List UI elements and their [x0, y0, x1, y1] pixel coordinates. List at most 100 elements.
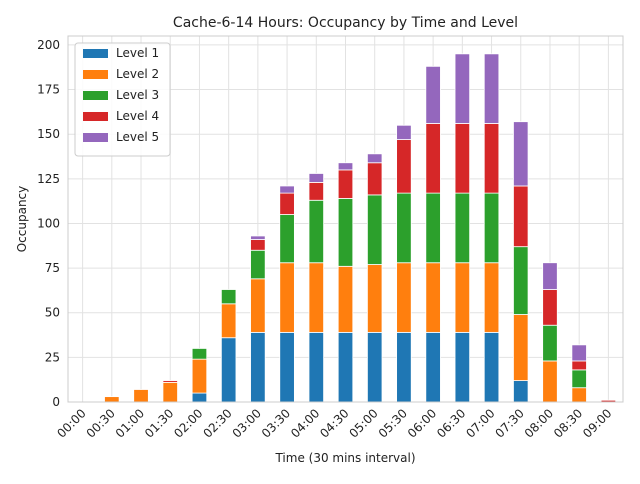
bar-level-1	[367, 331, 383, 403]
bar-level-1	[250, 331, 266, 403]
bar-level-2	[513, 314, 529, 381]
bar-level-2	[454, 262, 471, 333]
bar-level-2	[337, 265, 354, 333]
bar-level-5	[571, 344, 587, 362]
x-tick-label: 00:30	[84, 406, 118, 440]
bar-level-2	[104, 396, 120, 403]
legend-label: Level 3	[116, 88, 159, 102]
legend-label: Level 5	[116, 130, 159, 144]
y-tick-label: 50	[45, 306, 60, 320]
bar-level-4	[337, 169, 354, 199]
bar-level-5	[454, 53, 471, 124]
y-tick-label: 75	[45, 261, 60, 275]
bar-level-3	[454, 192, 471, 264]
x-tick-label: 06:30	[434, 406, 468, 440]
bar-level-4	[396, 139, 412, 194]
bar-level-5	[425, 65, 441, 124]
bar-level-1	[191, 392, 208, 403]
bar-level-3	[396, 192, 412, 264]
bar-level-3	[542, 324, 558, 362]
bar-level-4	[162, 380, 178, 383]
bar-level-3	[220, 289, 237, 305]
bar-level-4	[454, 123, 471, 194]
bar-level-1	[483, 331, 500, 403]
x-tick-label: 04:00	[288, 406, 322, 440]
y-tick-label: 175	[37, 83, 60, 97]
bar-level-1	[337, 331, 354, 403]
bar-level-1	[454, 331, 471, 403]
bar-level-4	[250, 239, 266, 251]
bar-level-5	[308, 173, 324, 183]
bar-level-2	[162, 381, 178, 403]
bar-level-3	[483, 192, 500, 264]
legend-label: Level 1	[116, 46, 159, 60]
bar-level-1	[425, 331, 441, 403]
y-axis-ticks: 0 25 50 75 100 125 150 175 200	[37, 38, 60, 409]
legend-swatch	[83, 91, 108, 100]
x-tick-label: 03:00	[230, 406, 264, 440]
bar-level-5	[367, 153, 383, 164]
bar-level-5	[513, 121, 529, 187]
bar-level-4	[513, 185, 529, 248]
x-tick-label: 06:00	[405, 406, 439, 440]
bar-level-5	[483, 53, 500, 124]
bar-level-1	[396, 331, 412, 403]
bar-level-5	[250, 235, 266, 240]
bar-level-4	[367, 162, 383, 196]
bar-level-2	[308, 262, 324, 333]
bar-level-3	[308, 199, 324, 264]
bar-level-3	[513, 246, 529, 315]
y-tick-label: 100	[37, 216, 60, 230]
y-tick-label: 200	[37, 38, 60, 52]
legend-swatch	[83, 133, 108, 142]
legend: Level 1 Level 2 Level 3 Level 4 Level 5	[74, 42, 171, 157]
bar-level-2	[220, 303, 237, 339]
bar-level-2	[396, 262, 412, 333]
bar-level-2	[542, 360, 558, 403]
legend-label: Level 2	[116, 67, 159, 81]
bar-level-2	[250, 278, 266, 333]
bar-level-2	[483, 262, 500, 333]
bar-level-4	[425, 123, 441, 194]
x-tick-label: 07:00	[463, 406, 497, 440]
x-axis-title: Time (30 mins interval)	[274, 451, 415, 465]
bar-level-1	[513, 380, 529, 403]
x-tick-label: 01:00	[113, 406, 147, 440]
legend-label: Level 4	[116, 109, 159, 123]
bar-level-2	[133, 389, 149, 403]
legend-swatch	[83, 112, 108, 121]
bar-level-4	[308, 181, 324, 201]
x-tick-label: 08:00	[522, 406, 556, 440]
y-tick-label: 0	[52, 395, 60, 409]
x-tick-label: 02:30	[200, 406, 234, 440]
bar-level-5	[542, 262, 558, 290]
x-tick-label: 08:30	[551, 406, 585, 440]
bar-level-2	[367, 264, 383, 333]
x-tick-label: 05:00	[346, 406, 380, 440]
bar-level-3	[250, 249, 266, 280]
x-axis-ticks: 00:0000:3001:0001:3002:0002:3003:0003:30…	[54, 406, 614, 440]
bar-level-3	[367, 194, 383, 265]
bar-level-4	[571, 360, 587, 371]
bar-level-2	[279, 262, 295, 333]
x-tick-label: 03:30	[259, 406, 293, 440]
bar-level-2	[425, 262, 441, 333]
bar-level-5	[337, 162, 354, 171]
bar-level-3	[425, 192, 441, 264]
y-tick-label: 25	[45, 350, 60, 364]
legend-swatch	[83, 49, 108, 58]
x-tick-label: 07:30	[493, 406, 527, 440]
x-tick-label: 02:00	[171, 406, 205, 440]
plot-frame	[67, 35, 624, 403]
bar-level-2	[191, 358, 208, 394]
bar-level-3	[337, 198, 354, 267]
x-tick-label: 01:30	[142, 406, 176, 440]
y-tick-label: 125	[37, 172, 60, 186]
x-tick-label: 00:00	[54, 406, 88, 440]
bar-level-5	[396, 124, 412, 140]
bar-level-4	[279, 192, 295, 215]
bars	[104, 53, 617, 403]
x-tick-label: 05:30	[376, 406, 410, 440]
